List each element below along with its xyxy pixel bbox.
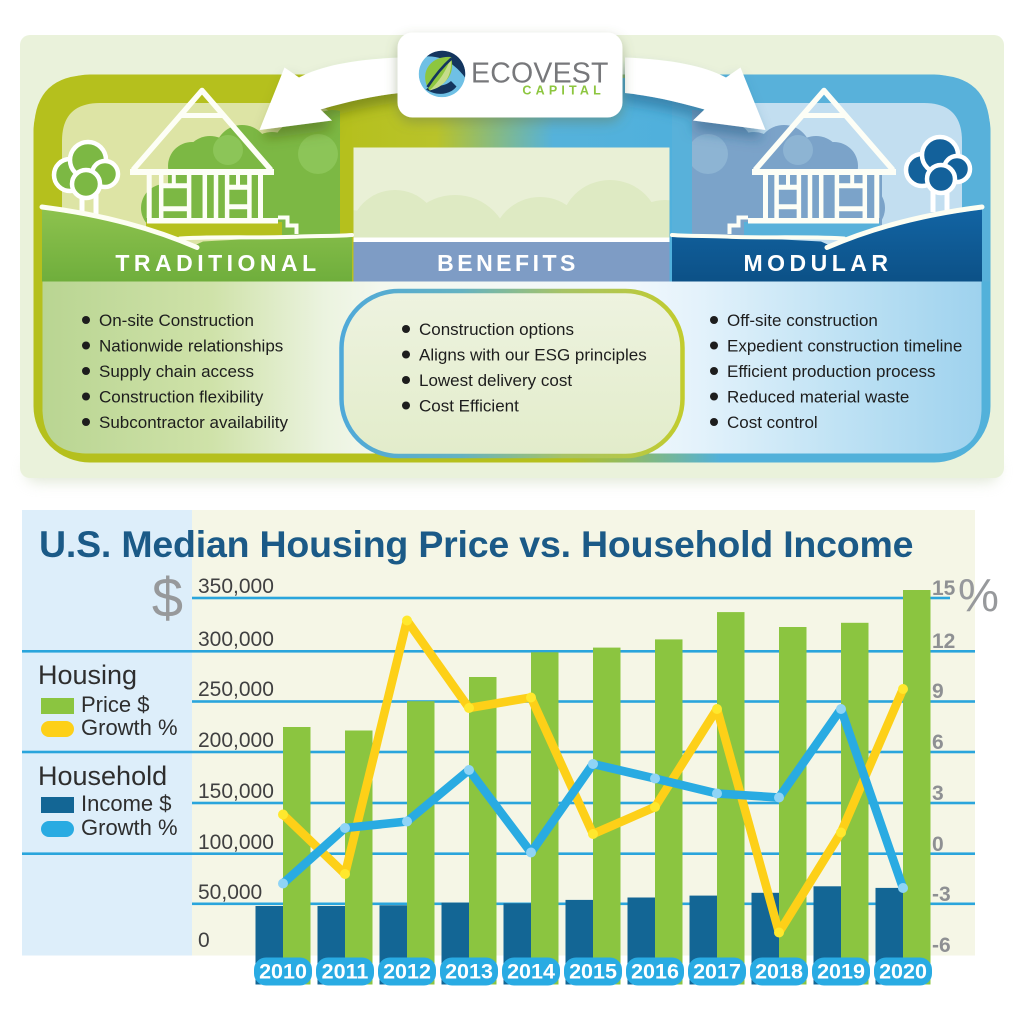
svg-text:350,000: 350,000	[198, 575, 274, 598]
svg-text:Subcontractor availability: Subcontractor availability	[99, 413, 288, 432]
svg-text:Housing: Housing	[38, 660, 137, 690]
svg-text:-3: -3	[932, 883, 951, 906]
svg-text:BENEFITS: BENEFITS	[437, 250, 579, 276]
svg-text:Household: Household	[38, 761, 167, 791]
svg-text:9: 9	[932, 680, 944, 703]
svg-text:2018: 2018	[755, 960, 803, 984]
svg-text:2017: 2017	[693, 960, 741, 984]
svg-text:Growth %: Growth %	[81, 715, 178, 740]
svg-text:300,000: 300,000	[198, 628, 274, 651]
svg-text:TRADITIONAL: TRADITIONAL	[115, 250, 320, 276]
svg-text:Expedient construction timelin: Expedient construction timeline	[727, 337, 962, 356]
svg-text:0: 0	[932, 833, 944, 856]
svg-text:50,000: 50,000	[198, 881, 262, 904]
svg-text:2019: 2019	[817, 960, 865, 984]
svg-text:2012: 2012	[383, 960, 431, 984]
svg-text:2011: 2011	[322, 960, 369, 984]
svg-text:Aligns with our ESG principles: Aligns with our ESG principles	[419, 346, 647, 365]
svg-text:2016: 2016	[631, 960, 679, 984]
svg-text:Income $: Income $	[81, 791, 172, 816]
svg-text:3: 3	[932, 782, 944, 805]
svg-text:2010: 2010	[259, 960, 307, 984]
svg-text:100,000: 100,000	[198, 831, 274, 854]
svg-text:Cost control: Cost control	[727, 413, 818, 432]
svg-text:Off-site construction: Off-site construction	[727, 311, 878, 330]
svg-text:0: 0	[198, 929, 210, 952]
svg-text:2015: 2015	[569, 960, 617, 984]
svg-text:On-site Construction: On-site Construction	[99, 311, 254, 330]
svg-text:Construction flexibility: Construction flexibility	[99, 388, 264, 407]
svg-text:Cost Efficient: Cost Efficient	[419, 397, 519, 416]
svg-text:Reduced material waste: Reduced material waste	[727, 388, 909, 407]
svg-text:15: 15	[932, 577, 956, 600]
svg-text:150,000: 150,000	[198, 780, 274, 803]
svg-text:Nationwide relationships: Nationwide relationships	[99, 337, 283, 356]
svg-text:Efficient production process: Efficient production process	[727, 362, 936, 381]
svg-text:%: %	[958, 569, 999, 621]
svg-text:CAPITAL: CAPITAL	[522, 84, 605, 98]
svg-text:Lowest delivery cost: Lowest delivery cost	[419, 371, 572, 390]
svg-text:2014: 2014	[507, 960, 555, 984]
svg-text:Price $: Price $	[81, 692, 149, 717]
svg-text:250,000: 250,000	[198, 678, 274, 701]
svg-text:Supply chain access: Supply chain access	[99, 362, 254, 381]
svg-text:-6: -6	[932, 934, 951, 957]
svg-text:2013: 2013	[445, 960, 493, 984]
svg-text:Growth %: Growth %	[81, 815, 178, 840]
svg-text:Construction options: Construction options	[419, 320, 574, 339]
svg-text:6: 6	[932, 731, 944, 754]
svg-text:MODULAR: MODULAR	[743, 250, 892, 276]
svg-text:200,000: 200,000	[198, 729, 274, 752]
svg-text:U.S. Median Housing Price vs.: U.S. Median Housing Price vs. Household …	[39, 523, 913, 565]
svg-text:12: 12	[932, 630, 955, 653]
svg-text:ECOVEST: ECOVEST	[471, 58, 609, 90]
svg-text:2020: 2020	[879, 960, 927, 984]
svg-text:$: $	[152, 566, 183, 629]
